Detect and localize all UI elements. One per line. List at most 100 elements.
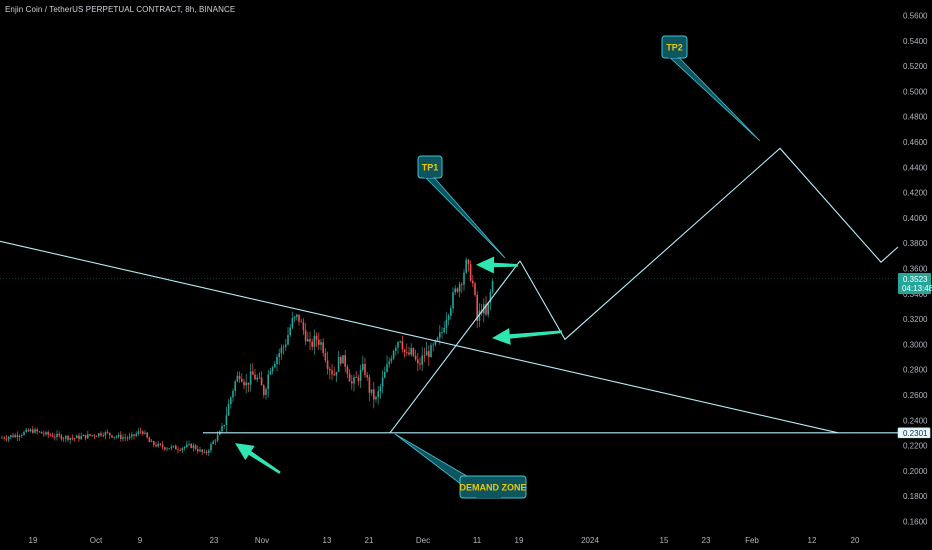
- y-tick-label: 0.2000: [903, 467, 928, 476]
- candle-body: [472, 280, 474, 284]
- candle-body: [450, 308, 452, 316]
- candle-body: [177, 449, 179, 451]
- candle-body: [21, 435, 23, 437]
- y-tick-label: 0.4800: [903, 113, 928, 122]
- candle-body: [469, 264, 472, 281]
- time-axis: 19 Oct 9 23 Nov 13 21 Dec 11 19 2024 15 23 Feb 12 20: [29, 536, 860, 545]
- candle-body: [32, 429, 34, 433]
- candle-body: [298, 314, 300, 322]
- candle-body: [384, 371, 386, 378]
- price-axis: 0.5600 0.5400 0.5200 0.5000 0.4800 0.4600 0.44…: [897, 12, 932, 527]
- candle-body: [386, 364, 388, 372]
- candle-body: [362, 363, 364, 370]
- y-tick-label: 0.4000: [903, 214, 928, 223]
- candle-body: [403, 349, 406, 353]
- candlestick-series: [1, 257, 494, 457]
- y-tick-label: 0.2200: [903, 442, 928, 451]
- candle-body: [181, 448, 184, 451]
- candle-body: [47, 432, 49, 435]
- candle-body: [443, 328, 445, 333]
- candle-body: [377, 391, 379, 398]
- candle-body: [265, 389, 267, 395]
- candle-body: [139, 431, 142, 433]
- candle-body: [441, 332, 443, 333]
- y-tick-label: 0.3600: [903, 265, 928, 274]
- candle-body: [397, 342, 399, 348]
- candle-body: [150, 441, 153, 443]
- y-tick-label: 0.2400: [903, 416, 928, 425]
- candle-body: [54, 436, 56, 438]
- candle-body: [205, 451, 208, 453]
- tp2-callout-pointer: [667, 55, 761, 142]
- candle-body: [254, 374, 256, 380]
- candle-body: [337, 356, 340, 372]
- x-tick-label: 2024: [581, 536, 599, 545]
- candle-body: [313, 335, 316, 347]
- candle-body: [399, 341, 401, 343]
- candle-body: [245, 382, 247, 386]
- candle-body: [194, 445, 197, 450]
- candle-body: [487, 302, 489, 315]
- candle-body: [104, 432, 107, 436]
- candle-body: [212, 441, 214, 445]
- candle-body: [340, 356, 342, 364]
- candle-body: [183, 446, 186, 449]
- trend-lines: [0, 147, 899, 434]
- candle-body: [359, 369, 362, 381]
- candle-body: [43, 433, 45, 435]
- candle-body: [232, 390, 234, 398]
- candle-body: [161, 444, 164, 448]
- candle-body: [51, 435, 54, 437]
- x-tick-label: Oct: [90, 536, 103, 545]
- tp1-callout-pointer: [423, 175, 506, 259]
- candle-body: [366, 375, 368, 378]
- candle-body: [18, 436, 21, 438]
- candle-body: [311, 341, 313, 347]
- candle-body: [126, 437, 129, 439]
- candle-body: [364, 363, 366, 376]
- y-tick-label: 0.1800: [903, 492, 928, 501]
- y-tick-label: 0.3200: [903, 315, 928, 324]
- candle-body: [34, 429, 36, 433]
- y-tick-label: 0.1600: [903, 518, 928, 527]
- candle-body: [296, 314, 298, 317]
- candle-body: [120, 434, 122, 439]
- candle-body: [375, 397, 377, 400]
- candle-body: [474, 283, 476, 295]
- y-tick-label: 0.4400: [903, 163, 928, 172]
- demand-level-value: 0.2301: [903, 429, 928, 438]
- candle-body: [249, 371, 252, 385]
- candle-body: [447, 315, 450, 320]
- y-tick-label: 0.5600: [903, 12, 928, 21]
- candle-body: [109, 432, 111, 436]
- candle-body: [23, 431, 25, 436]
- candle-body: [425, 351, 428, 356]
- candle-body: [216, 434, 219, 441]
- candle-body: [69, 437, 71, 440]
- candle-body: [100, 433, 102, 436]
- candle-body: [485, 304, 487, 315]
- support-arrow: [492, 327, 563, 345]
- candle-body: [29, 429, 32, 432]
- candle-body: [258, 377, 261, 379]
- candle-body: [351, 381, 353, 384]
- candle-body: [346, 366, 349, 374]
- candle-body: [7, 437, 10, 440]
- candle-body: [287, 335, 289, 345]
- candle-body: [344, 355, 346, 367]
- annotation-arrows: [235, 256, 563, 474]
- candle-body: [390, 358, 393, 362]
- x-tick-label: 19: [515, 536, 524, 545]
- demand-zone-callout-joint: [476, 495, 501, 498]
- candle-body: [428, 351, 430, 358]
- candle-body: [381, 377, 384, 387]
- tp2-callout-joint: [668, 55, 678, 58]
- candle-body: [274, 363, 276, 368]
- candle-body: [60, 435, 63, 440]
- candle-body: [463, 272, 465, 285]
- candle-body: [210, 444, 212, 451]
- candle-body: [10, 435, 12, 438]
- candle-body: [153, 441, 155, 445]
- candle-body: [40, 431, 43, 434]
